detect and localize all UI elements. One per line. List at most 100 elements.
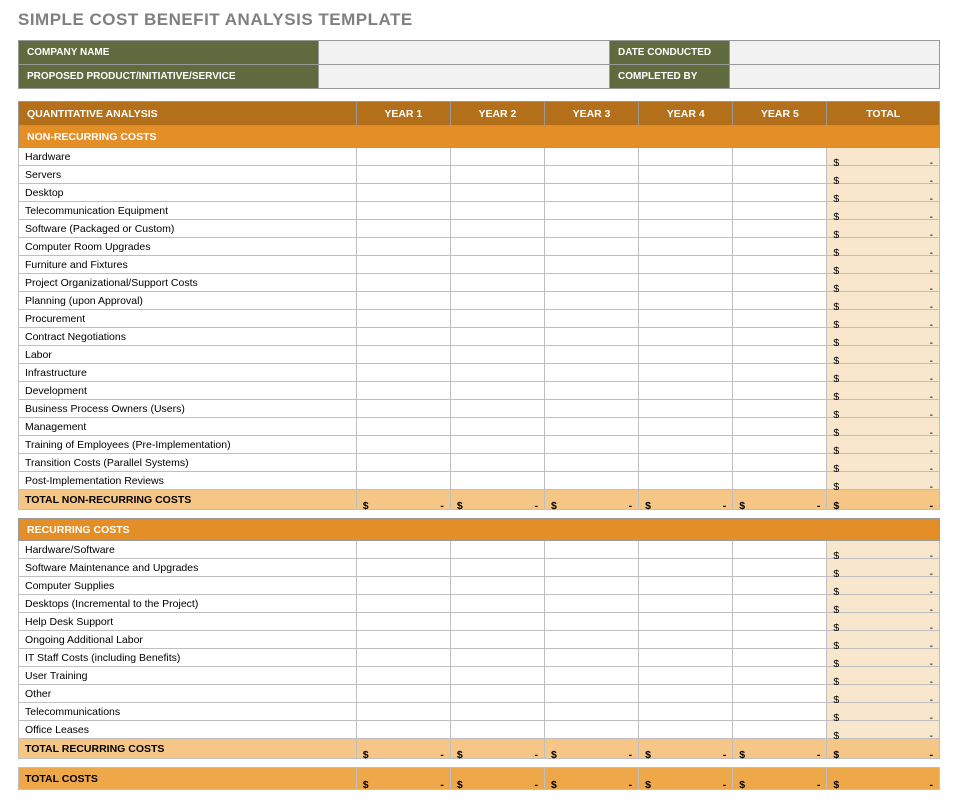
rec-item-y2-cell[interactable] [450, 595, 544, 613]
rec-item-y2-cell[interactable] [450, 613, 544, 631]
nonrec-item-y3-cell[interactable] [545, 220, 639, 238]
nonrec-item-y5-cell[interactable] [733, 292, 827, 310]
nonrec-item-y4-cell[interactable] [639, 202, 733, 220]
rec-item-y3-cell[interactable] [545, 559, 639, 577]
nonrec-item-y4-cell[interactable] [639, 238, 733, 256]
rec-item-y1-cell[interactable] [356, 721, 450, 739]
nonrec-item-y4-cell[interactable] [639, 220, 733, 238]
nonrec-item-y4-cell[interactable] [639, 382, 733, 400]
nonrec-item-y5-cell[interactable] [733, 256, 827, 274]
nonrec-item-y4-cell[interactable] [639, 184, 733, 202]
rec-item-y1-cell[interactable] [356, 595, 450, 613]
rec-item-y5-cell[interactable] [733, 577, 827, 595]
nonrec-item-y1-cell[interactable] [356, 238, 450, 256]
nonrec-item-y3-cell[interactable] [545, 310, 639, 328]
nonrec-item-y2-cell[interactable] [450, 148, 544, 166]
rec-item-y5-cell[interactable] [733, 559, 827, 577]
rec-item-y4-cell[interactable] [639, 685, 733, 703]
nonrec-item-y4-cell[interactable] [639, 328, 733, 346]
nonrec-item-y3-cell[interactable] [545, 274, 639, 292]
nonrec-item-y1-cell[interactable] [356, 310, 450, 328]
nonrec-item-y3-cell[interactable] [545, 382, 639, 400]
nonrec-item-y4-cell[interactable] [639, 472, 733, 490]
rec-item-y1-cell[interactable] [356, 649, 450, 667]
nonrec-item-y1-cell[interactable] [356, 220, 450, 238]
rec-item-y4-cell[interactable] [639, 721, 733, 739]
nonrec-item-y1-cell[interactable] [356, 166, 450, 184]
rec-item-y5-cell[interactable] [733, 631, 827, 649]
rec-item-y1-cell[interactable] [356, 685, 450, 703]
nonrec-item-y5-cell[interactable] [733, 346, 827, 364]
rec-item-y4-cell[interactable] [639, 667, 733, 685]
product-value[interactable] [319, 65, 610, 89]
nonrec-item-y5-cell[interactable] [733, 220, 827, 238]
rec-item-y1-cell[interactable] [356, 667, 450, 685]
rec-item-y5-cell[interactable] [733, 703, 827, 721]
rec-item-y5-cell[interactable] [733, 667, 827, 685]
nonrec-item-y5-cell[interactable] [733, 472, 827, 490]
nonrec-item-y5-cell[interactable] [733, 238, 827, 256]
rec-item-y3-cell[interactable] [545, 703, 639, 721]
rec-item-y2-cell[interactable] [450, 667, 544, 685]
rec-item-y4-cell[interactable] [639, 559, 733, 577]
nonrec-item-y4-cell[interactable] [639, 256, 733, 274]
rec-item-y3-cell[interactable] [545, 541, 639, 559]
nonrec-item-y2-cell[interactable] [450, 454, 544, 472]
nonrec-item-y2-cell[interactable] [450, 274, 544, 292]
rec-item-y1-cell[interactable] [356, 703, 450, 721]
rec-item-y1-cell[interactable] [356, 577, 450, 595]
nonrec-item-y4-cell[interactable] [639, 454, 733, 472]
nonrec-item-y2-cell[interactable] [450, 166, 544, 184]
nonrec-item-y2-cell[interactable] [450, 292, 544, 310]
nonrec-item-y4-cell[interactable] [639, 166, 733, 184]
nonrec-item-y1-cell[interactable] [356, 328, 450, 346]
rec-item-y2-cell[interactable] [450, 559, 544, 577]
nonrec-item-y1-cell[interactable] [356, 256, 450, 274]
nonrec-item-y3-cell[interactable] [545, 418, 639, 436]
rec-item-y5-cell[interactable] [733, 685, 827, 703]
nonrec-item-y5-cell[interactable] [733, 400, 827, 418]
rec-item-y2-cell[interactable] [450, 631, 544, 649]
nonrec-item-y2-cell[interactable] [450, 328, 544, 346]
rec-item-y2-cell[interactable] [450, 685, 544, 703]
nonrec-item-y2-cell[interactable] [450, 472, 544, 490]
nonrec-item-y5-cell[interactable] [733, 382, 827, 400]
nonrec-item-y3-cell[interactable] [545, 292, 639, 310]
rec-item-y3-cell[interactable] [545, 595, 639, 613]
nonrec-item-y3-cell[interactable] [545, 364, 639, 382]
nonrec-item-y3-cell[interactable] [545, 148, 639, 166]
nonrec-item-y5-cell[interactable] [733, 364, 827, 382]
nonrec-item-y3-cell[interactable] [545, 400, 639, 418]
nonrec-item-y3-cell[interactable] [545, 166, 639, 184]
nonrec-item-y2-cell[interactable] [450, 256, 544, 274]
nonrec-item-y2-cell[interactable] [450, 310, 544, 328]
rec-item-y5-cell[interactable] [733, 613, 827, 631]
nonrec-item-y1-cell[interactable] [356, 184, 450, 202]
nonrec-item-y5-cell[interactable] [733, 328, 827, 346]
rec-item-y2-cell[interactable] [450, 721, 544, 739]
company-value[interactable] [319, 41, 610, 65]
rec-item-y5-cell[interactable] [733, 649, 827, 667]
nonrec-item-y2-cell[interactable] [450, 238, 544, 256]
rec-item-y4-cell[interactable] [639, 649, 733, 667]
rec-item-y3-cell[interactable] [545, 721, 639, 739]
nonrec-item-y1-cell[interactable] [356, 346, 450, 364]
nonrec-item-y1-cell[interactable] [356, 148, 450, 166]
nonrec-item-y5-cell[interactable] [733, 436, 827, 454]
nonrec-item-y1-cell[interactable] [356, 418, 450, 436]
nonrec-item-y4-cell[interactable] [639, 364, 733, 382]
completed-value[interactable] [730, 65, 940, 89]
rec-item-y2-cell[interactable] [450, 541, 544, 559]
nonrec-item-y2-cell[interactable] [450, 382, 544, 400]
nonrec-item-y1-cell[interactable] [356, 454, 450, 472]
rec-item-y4-cell[interactable] [639, 631, 733, 649]
rec-item-y5-cell[interactable] [733, 595, 827, 613]
rec-item-y3-cell[interactable] [545, 649, 639, 667]
nonrec-item-y2-cell[interactable] [450, 202, 544, 220]
nonrec-item-y2-cell[interactable] [450, 184, 544, 202]
nonrec-item-y3-cell[interactable] [545, 256, 639, 274]
nonrec-item-y4-cell[interactable] [639, 346, 733, 364]
rec-item-y3-cell[interactable] [545, 685, 639, 703]
nonrec-item-y3-cell[interactable] [545, 184, 639, 202]
nonrec-item-y2-cell[interactable] [450, 436, 544, 454]
